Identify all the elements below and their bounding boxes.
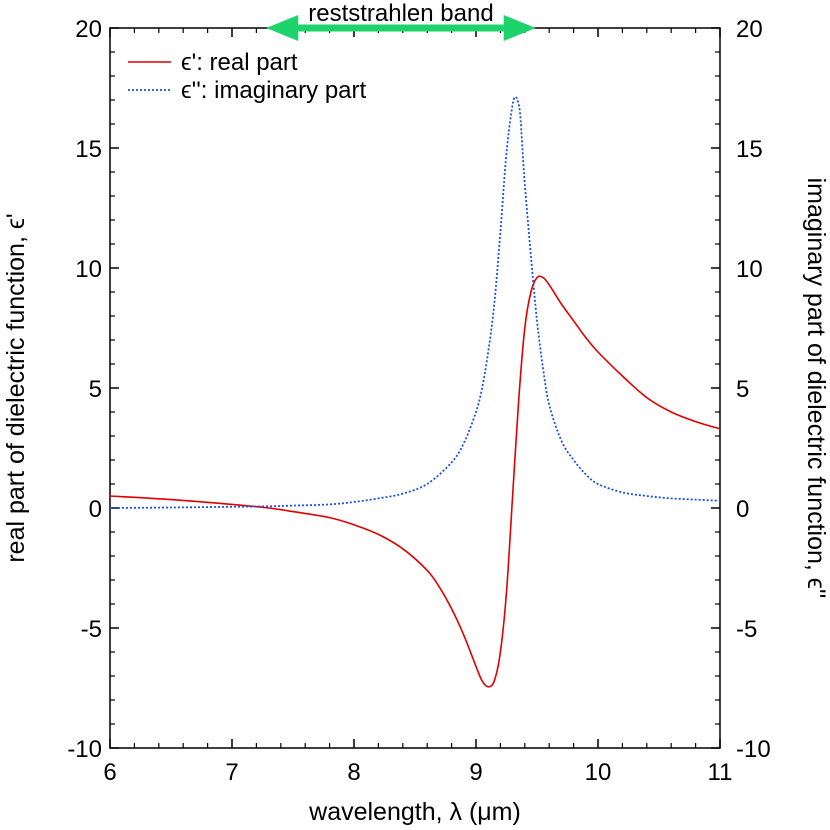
reststrahlen-band-annotation: reststrahlen band: [266, 0, 536, 41]
y-tick-label-left: 20: [75, 16, 102, 43]
x-tick-label: 7: [225, 759, 238, 786]
y-tick-label-right: 0: [736, 496, 749, 523]
reststrahlen-band-arrow-head-right: [503, 15, 536, 41]
y-tick-label-left: 5: [89, 376, 102, 403]
reststrahlen-band-arrow-head-left: [266, 15, 299, 41]
x-tick-label: 9: [469, 759, 482, 786]
x-tick-label: 10: [585, 759, 612, 786]
series-lines: [109, 96, 721, 688]
y-tick-label-left: 15: [75, 136, 102, 163]
y-axis-title-left: real part of dielectric function, ϵ': [2, 213, 30, 562]
x-tick-label: 11: [708, 759, 733, 786]
y-tick-label-right: -5: [736, 616, 757, 643]
series-line-real-part: [109, 275, 721, 688]
reststrahlen-band-label: reststrahlen band: [308, 0, 493, 27]
y-axis-title-right: imaginary part of dielectric function, ϵ…: [802, 178, 830, 599]
legend-label-imaginary: ϵ'': imaginary part: [181, 77, 367, 104]
x-tick-label: 6: [103, 759, 116, 786]
y-tick-label-right: 15: [736, 136, 763, 163]
y-tick-label-right: 10: [736, 256, 763, 283]
y-tick-label-right: -10: [736, 736, 771, 763]
y-tick-label-left: -10: [67, 736, 102, 763]
x-tick-label: 8: [347, 759, 360, 786]
y-tick-label-right: 20: [736, 16, 763, 43]
plot-frame: [109, 27, 721, 749]
x-axis-title: wavelength, λ (μm): [308, 798, 521, 826]
y-tick-label-left: 10: [75, 256, 102, 283]
legend-label-real: ϵ': real part: [181, 49, 298, 76]
y-tick-label-right: 5: [736, 376, 749, 403]
legend: ϵ': real part ϵ'': imaginary part: [128, 49, 367, 104]
y-tick-label-left: -5: [81, 616, 102, 643]
y-tick-label-left: 0: [89, 496, 102, 523]
series-line-imaginary-part: [109, 96, 721, 509]
